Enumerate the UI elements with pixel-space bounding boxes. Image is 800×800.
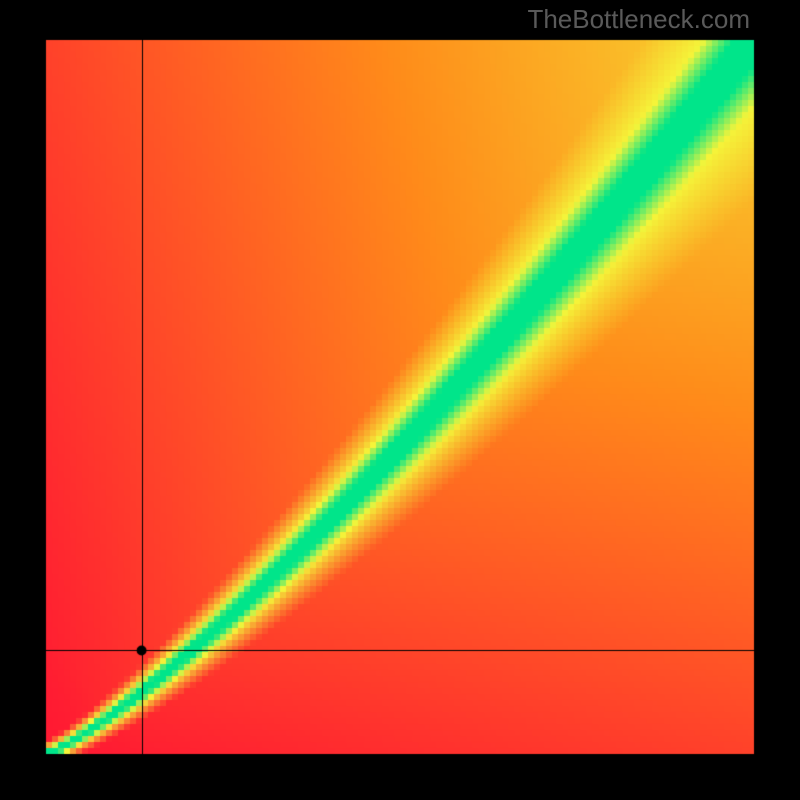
watermark-text: TheBottleneck.com: [527, 4, 750, 35]
bottleneck-heatmap: [0, 0, 800, 800]
